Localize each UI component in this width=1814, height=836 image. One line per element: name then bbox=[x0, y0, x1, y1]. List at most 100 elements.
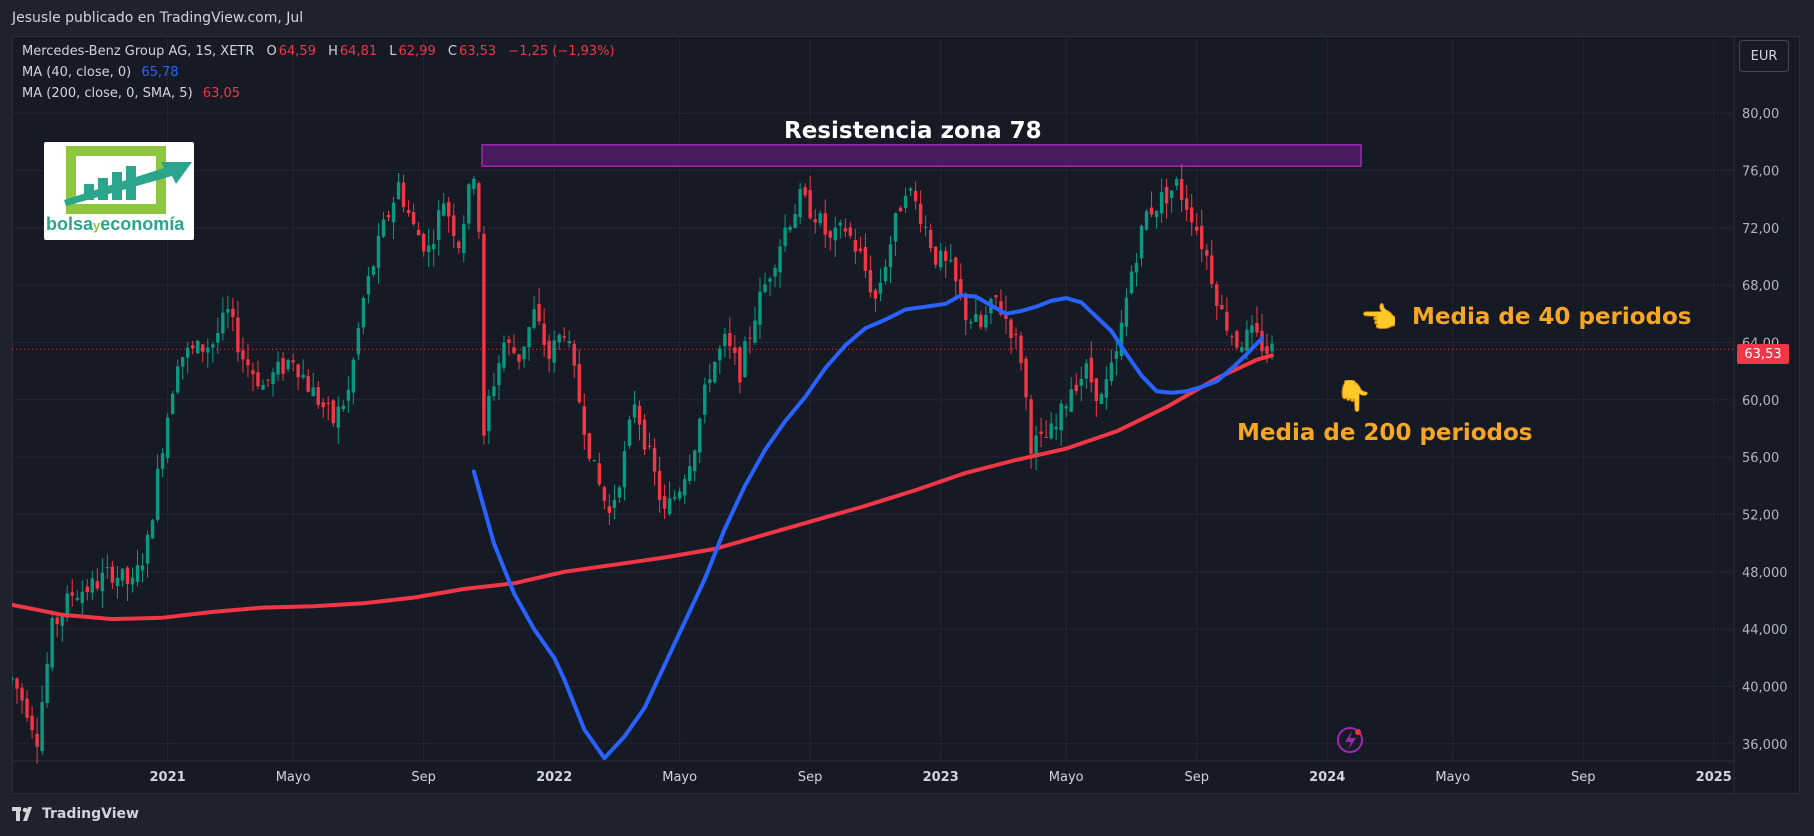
candle bbox=[266, 378, 270, 388]
candle bbox=[271, 368, 275, 397]
footer-brand[interactable]: TradingView bbox=[12, 806, 139, 822]
candle-body bbox=[642, 419, 647, 450]
candle bbox=[693, 448, 697, 482]
candle bbox=[1250, 315, 1254, 347]
candle-body bbox=[160, 453, 165, 469]
candle bbox=[1235, 329, 1239, 351]
candle-body bbox=[291, 360, 295, 363]
candle bbox=[371, 264, 376, 278]
candle-body bbox=[1169, 190, 1174, 198]
legend-ma40[interactable]: MA (40, close, 0) 65,78 bbox=[22, 65, 181, 80]
candle-body bbox=[45, 663, 49, 704]
symbol-name[interactable]: Mercedes-Benz Group AG, 1S, XETR bbox=[22, 44, 255, 59]
candle bbox=[607, 494, 612, 525]
candle-body bbox=[25, 698, 29, 718]
candle bbox=[798, 182, 802, 225]
candle-body bbox=[261, 384, 265, 390]
candle bbox=[351, 357, 356, 405]
candle bbox=[386, 210, 391, 222]
candle bbox=[969, 318, 973, 330]
candle bbox=[989, 297, 993, 325]
candle-body bbox=[888, 244, 893, 268]
candle bbox=[803, 183, 807, 198]
candle-body bbox=[1069, 389, 1073, 412]
candle-body bbox=[271, 372, 275, 385]
candle-body bbox=[396, 182, 401, 199]
candle-body bbox=[959, 279, 963, 295]
candle-body bbox=[878, 282, 883, 294]
candle bbox=[838, 219, 842, 239]
candle bbox=[341, 400, 346, 412]
candle bbox=[1119, 309, 1124, 360]
candle bbox=[688, 454, 692, 484]
candle bbox=[763, 272, 767, 294]
candle-body bbox=[351, 359, 356, 393]
resistance-zone[interactable] bbox=[481, 143, 1362, 167]
candle-body bbox=[974, 314, 978, 322]
candle bbox=[743, 336, 747, 379]
candle bbox=[90, 570, 95, 601]
legend-ohlc[interactable]: Mercedes-Benz Group AG, 1S, XETR O 64,59 … bbox=[22, 44, 617, 59]
candle-body bbox=[1250, 325, 1254, 334]
candle-body bbox=[110, 566, 115, 583]
candle-body bbox=[442, 203, 446, 216]
candle bbox=[251, 362, 255, 392]
candle-body bbox=[150, 520, 155, 539]
candle bbox=[738, 345, 742, 394]
candle-body bbox=[376, 236, 381, 268]
y-tick-label: 52,00 bbox=[1742, 508, 1779, 523]
candle-body bbox=[201, 344, 205, 352]
candle-body bbox=[70, 592, 74, 596]
candle bbox=[783, 214, 787, 252]
legend-ma200[interactable]: MA (200, close, 0, SMA, 5) 63,05 bbox=[22, 86, 242, 101]
candle-body bbox=[155, 468, 160, 520]
candle-body bbox=[1240, 347, 1244, 352]
candle bbox=[321, 398, 325, 418]
candle bbox=[612, 484, 617, 520]
candle bbox=[1064, 403, 1068, 418]
y-tick-label: 48,000 bbox=[1742, 566, 1788, 581]
candle-body bbox=[552, 340, 556, 363]
candle-body bbox=[793, 213, 797, 229]
candle-body bbox=[803, 187, 807, 196]
candle-body bbox=[502, 342, 506, 368]
candle-body bbox=[306, 375, 310, 392]
candle-body bbox=[969, 322, 973, 324]
ma40-line[interactable] bbox=[471, 293, 1264, 761]
candle-body bbox=[833, 227, 837, 241]
lightning-icon[interactable] bbox=[1337, 727, 1363, 753]
y-tick-label: 68,00 bbox=[1742, 279, 1779, 294]
candle-body bbox=[602, 487, 607, 501]
price-chart[interactable]: 80,0076,0072,0068,0064,0060,0056,0052,00… bbox=[12, 36, 1800, 794]
candle-body bbox=[211, 344, 215, 348]
ma200-line[interactable] bbox=[12, 353, 1274, 622]
candle bbox=[818, 210, 822, 227]
y-tick-label: 56,00 bbox=[1742, 451, 1779, 466]
candle-body bbox=[753, 320, 757, 343]
candle-body bbox=[381, 219, 386, 237]
candle-body bbox=[718, 348, 722, 361]
x-tick-label: Sep bbox=[798, 770, 823, 785]
candle-body bbox=[572, 344, 576, 366]
candle-body bbox=[40, 702, 44, 752]
candle-body bbox=[1034, 435, 1038, 455]
candle bbox=[1174, 176, 1179, 190]
logo-text-bolsa: bolsa bbox=[46, 214, 94, 234]
bolsayeconomia-logo: bolsayeconomía bbox=[44, 142, 194, 240]
candle bbox=[1024, 356, 1028, 411]
candle bbox=[120, 568, 125, 587]
candle-body bbox=[406, 210, 411, 214]
candle bbox=[1049, 412, 1053, 440]
candle bbox=[974, 297, 978, 323]
candle bbox=[1074, 373, 1078, 395]
candle-body bbox=[12, 677, 14, 680]
candle-body bbox=[1099, 393, 1104, 404]
candle-body bbox=[1245, 329, 1249, 351]
candle-body bbox=[115, 577, 120, 586]
currency-button[interactable]: EUR bbox=[1739, 40, 1789, 72]
candle-body bbox=[50, 618, 54, 668]
candle-body bbox=[1074, 384, 1078, 392]
candle-body bbox=[532, 309, 536, 328]
high-label: H bbox=[328, 44, 338, 59]
candle-body bbox=[492, 386, 496, 397]
